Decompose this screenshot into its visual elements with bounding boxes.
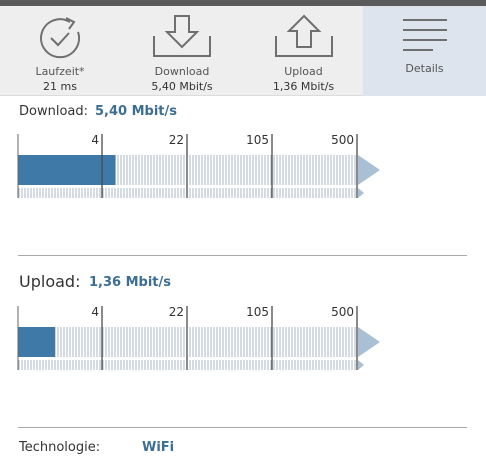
scale-tick-label: 4 <box>91 305 99 319</box>
tab-upload-value: 1,36 Mbit/s <box>272 80 335 93</box>
download-meter-graphic: 4 22 105 500 <box>17 133 380 198</box>
menu-lines-icon <box>402 19 447 51</box>
download-meter: 4 22 105 500 <box>0 130 486 200</box>
scale-tick-label: 500 <box>331 305 354 319</box>
tab-upload[interactable]: Upload 1,36 Mbit/s <box>244 6 363 96</box>
tab-latency[interactable]: Laufzeit* 21 ms <box>0 6 120 96</box>
meter-arrow-small <box>358 188 364 198</box>
scale-tick-label: 105 <box>246 133 269 147</box>
tab-upload-label: Upload <box>284 65 323 78</box>
technology-label: Technologie: <box>19 440 101 455</box>
upload-meter: 4 22 105 500 <box>0 302 486 372</box>
upload-meter-graphic: 4 22 105 500 <box>17 305 380 370</box>
meter-arrow-small <box>358 360 364 370</box>
status-strip <box>0 0 486 6</box>
upload-value: 1,36 Mbit/s <box>89 275 171 290</box>
divider <box>18 255 467 256</box>
upload-title: Upload: <box>19 272 81 291</box>
tab-latency-value: 21 ms <box>43 80 77 93</box>
download-value: 5,40 Mbit/s <box>95 104 177 119</box>
scale-tick-label: 22 <box>169 305 184 319</box>
tab-download-label: Download <box>154 65 210 78</box>
scale-tick-label: 500 <box>331 133 354 147</box>
tab-download[interactable]: Download 5,40 Mbit/s <box>120 6 244 96</box>
tab-bar: Laufzeit* 21 ms Download 5,40 Mbit/s Upl… <box>0 6 486 96</box>
upload-icon <box>274 14 333 57</box>
tab-download-value: 5,40 Mbit/s <box>151 80 213 93</box>
download-title: Download: <box>19 104 88 119</box>
download-icon <box>153 15 211 57</box>
scale-tick-label: 22 <box>169 133 184 147</box>
scale-tick-label: 105 <box>246 305 269 319</box>
tab-details-label: Details <box>405 62 444 75</box>
meter-arrow <box>358 155 380 185</box>
tab-latency-label: Laufzeit* <box>35 65 85 78</box>
scale-tick-label: 4 <box>91 133 99 147</box>
meter-arrow <box>358 327 380 357</box>
divider <box>18 427 467 428</box>
stopwatch-icon <box>40 17 81 59</box>
technology-value: WiFi <box>142 440 175 455</box>
tab-details[interactable]: Details <box>363 6 486 96</box>
meter-fill <box>18 327 56 357</box>
meter-fill <box>18 155 116 185</box>
